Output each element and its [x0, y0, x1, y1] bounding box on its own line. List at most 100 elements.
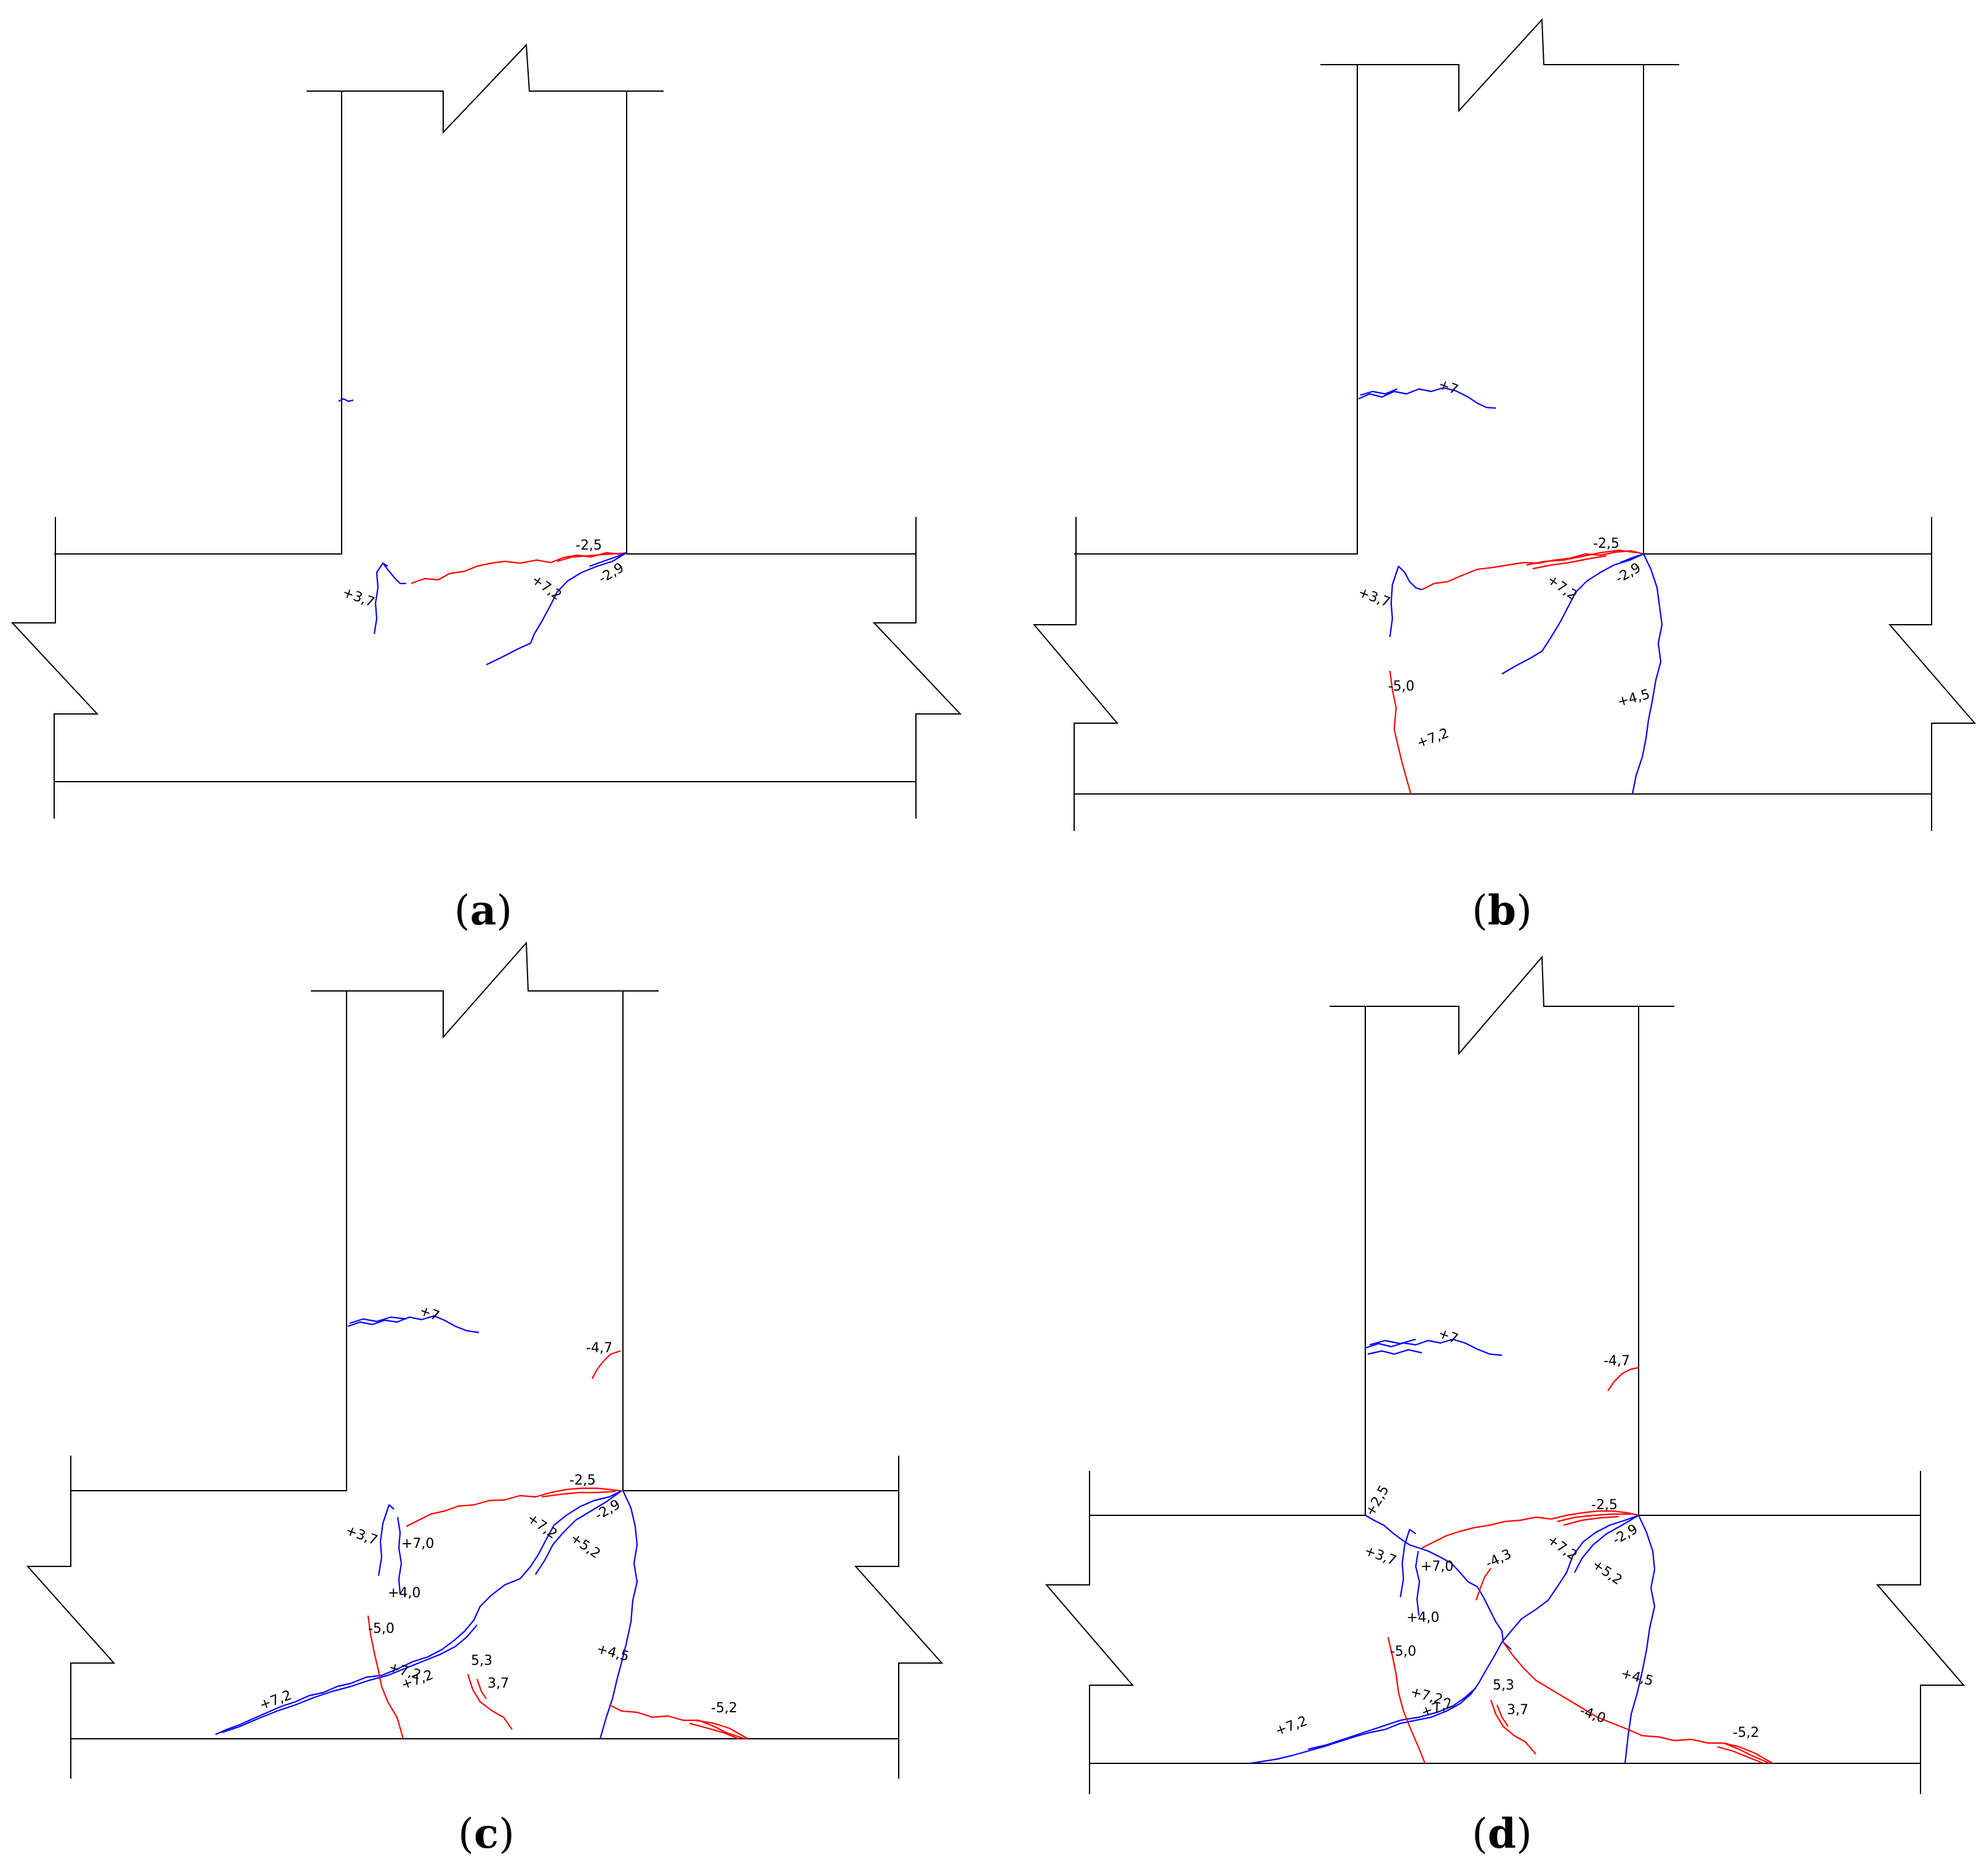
label-pos-4-0: +4,0	[388, 1585, 420, 1601]
label-pos-7-2: +7,2	[1544, 572, 1580, 603]
label-neg-2-5: -2,5	[1591, 1497, 1618, 1513]
cracks	[338, 398, 627, 665]
crack-interface-neg	[406, 1487, 621, 1527]
label-neg-5-2: -5,2	[1733, 1725, 1759, 1741]
crack-column-edge	[338, 398, 354, 403]
joint-outline	[10, 43, 962, 819]
crack-7-0	[396, 1517, 403, 1595]
crack-column-neg	[592, 1350, 621, 1379]
label-pos-7-2: +7,2	[529, 572, 564, 603]
crack-labels: +7 -2,5 +3,7 +7,2 -2,9 -5,0 +7,2 +4,5	[1356, 377, 1652, 751]
crack-bottom-neg-mid	[1490, 1699, 1536, 1755]
crack-left-hook	[1389, 565, 1423, 638]
crack-column-flexure-2	[1367, 1349, 1423, 1355]
crack-2-5	[1365, 1515, 1419, 1549]
label-pos-7: +7	[417, 1303, 441, 1325]
label-pos-4-5: +4,5	[1619, 1666, 1655, 1690]
label-neg-5-0: -5,0	[1390, 1644, 1416, 1659]
crack-bottom-neg-right-3	[695, 1719, 749, 1739]
cracks	[1249, 1338, 1773, 1765]
label-neg-5-0: -5,0	[368, 1621, 395, 1637]
crack-left-hook	[1399, 1528, 1416, 1598]
crack-7-0	[1415, 1550, 1421, 1616]
crack-interface-neg	[1421, 1510, 1639, 1549]
crack-bottom-neg-left	[1387, 1637, 1426, 1764]
label-neg-4-7: -4,7	[1604, 1353, 1630, 1369]
crack-diagonal-main-2	[535, 1490, 622, 1575]
crack-bottom-neg-left	[367, 1615, 404, 1739]
crack-bottom-neg-right-2	[689, 1722, 739, 1740]
label-pos-3-7: +3,7	[343, 1523, 380, 1549]
crack-bottom-neg-right-2	[1717, 1746, 1764, 1765]
label-3-7: 3,7	[1507, 1702, 1528, 1718]
crack-column-neg	[1607, 1366, 1639, 1392]
label-neg-2-5: -2,5	[1593, 536, 1620, 551]
crack-neg-4-0	[1503, 1642, 1629, 1731]
label-pos-7: +7	[1436, 1326, 1460, 1347]
label-neg-2-5: -2,5	[569, 1473, 596, 1488]
crack-interface-neg-3	[1532, 555, 1607, 570]
crack-bottom-neg-mid	[467, 1674, 513, 1730]
crack-neg-4-3	[1475, 1568, 1491, 1601]
crack-diagonal-lower-2	[221, 1624, 478, 1734]
crack-left-hook	[373, 562, 406, 635]
label-pos-7-2: +7,2	[1544, 1532, 1580, 1563]
crack-interface-neg	[1421, 550, 1644, 590]
crack-diagonal-main-2	[1574, 1515, 1639, 1573]
label-pos-2-5: +2,5	[1363, 1483, 1392, 1519]
label-3-7: 3,7	[488, 1676, 509, 1691]
label-pos-7-2-b: +7,2	[1415, 726, 1451, 752]
crack-diagonal-lower-2	[1307, 1687, 1477, 1750]
panel-d: +7 -4,7 -2,5 +2,5 +3,7 +7,0 -4,3 +7,2 -2…	[1045, 955, 1965, 1858]
crack-diagonal-pos-2	[1620, 553, 1644, 564]
crack-bottom-neg	[1389, 670, 1412, 795]
panel-a: -2,5 +3,7 +7,2 -2,9 (a)	[10, 43, 962, 934]
crack-column-flexure-2	[1360, 388, 1398, 396]
label-pos-3-7: +3,7	[340, 585, 377, 611]
label-5-3: 5,3	[1493, 1678, 1514, 1693]
label-neg-2-9: -2,9	[1610, 1521, 1641, 1548]
crack-bottom-neg-mid-2	[476, 1678, 487, 1699]
label-neg-4-3: -4,3	[1483, 1547, 1514, 1572]
label-pos-7-0: +7,0	[1421, 1559, 1453, 1574]
crack-interface-neg-2	[541, 1490, 616, 1498]
crack-left-hook-tail	[382, 563, 388, 567]
crack-bottom-neg-right	[1628, 1728, 1770, 1765]
crack-column-flexure-3	[1369, 1338, 1416, 1346]
label-pos-4-0: +4,0	[1407, 1610, 1439, 1625]
label-pos-7-2: +7,2	[524, 1510, 560, 1542]
crack-vertical-pos	[1631, 553, 1663, 795]
crack-interface-neg-3	[1563, 1515, 1620, 1526]
crack-column-flexure-2	[349, 1316, 407, 1325]
panel-c: +7 -4,7 -2,5 +3,7 +7,0 +7,2 -2,9 +5,2 +4…	[26, 941, 944, 1858]
crack-vertical-pos	[1624, 1515, 1656, 1764]
label-pos-3-7: +3,7	[1362, 1543, 1399, 1569]
joint-outline	[26, 941, 944, 1779]
crack-labels: +7 -4,7 -2,5 +3,7 +7,0 +7,2 -2,9 +5,2 +4…	[258, 1303, 737, 1716]
label-pos-4-5: +4,5	[1616, 687, 1652, 710]
label-pos-3-7: +3,7	[1356, 585, 1392, 611]
crack-column-flexure	[347, 1315, 480, 1334]
crack-interface-neg-2	[1557, 1513, 1631, 1523]
cracks	[215, 1315, 749, 1740]
crack-interface-neg-2	[1526, 549, 1638, 566]
label-neg-5-0: -5,0	[1388, 679, 1415, 694]
crack-labels: -2,5 +3,7 +7,2 -2,9	[340, 538, 627, 611]
label-neg-4-7: -4,7	[586, 1341, 612, 1356]
crack-left-hook	[377, 1504, 395, 1576]
label-neg-4-0: -4,0	[1578, 1703, 1608, 1726]
crack-center-node	[1418, 1547, 1512, 1650]
crack-column-flexure	[1358, 387, 1496, 409]
joint-outline	[1045, 955, 1965, 1794]
crack-diagonal-pos	[1501, 553, 1644, 675]
panel-caption: (d)	[1472, 1810, 1532, 1858]
crack-column-flexure	[1365, 1338, 1503, 1357]
label-neg-5-2: -5,2	[711, 1701, 737, 1716]
label-neg-2-9: -2,9	[596, 560, 627, 587]
panel-b: +7 -2,5 +3,7 +7,2 -2,9 -5,0 +7,2 +4,5 (b…	[1032, 18, 1977, 934]
panel-caption: (c)	[458, 1810, 515, 1858]
label-pos-7-0: +7,0	[401, 1536, 434, 1552]
crack-bottom-neg-right	[609, 1704, 745, 1740]
crack-labels: +7 -4,7 -2,5 +2,5 +3,7 +7,0 -4,3 +7,2 -2…	[1274, 1326, 1759, 1741]
